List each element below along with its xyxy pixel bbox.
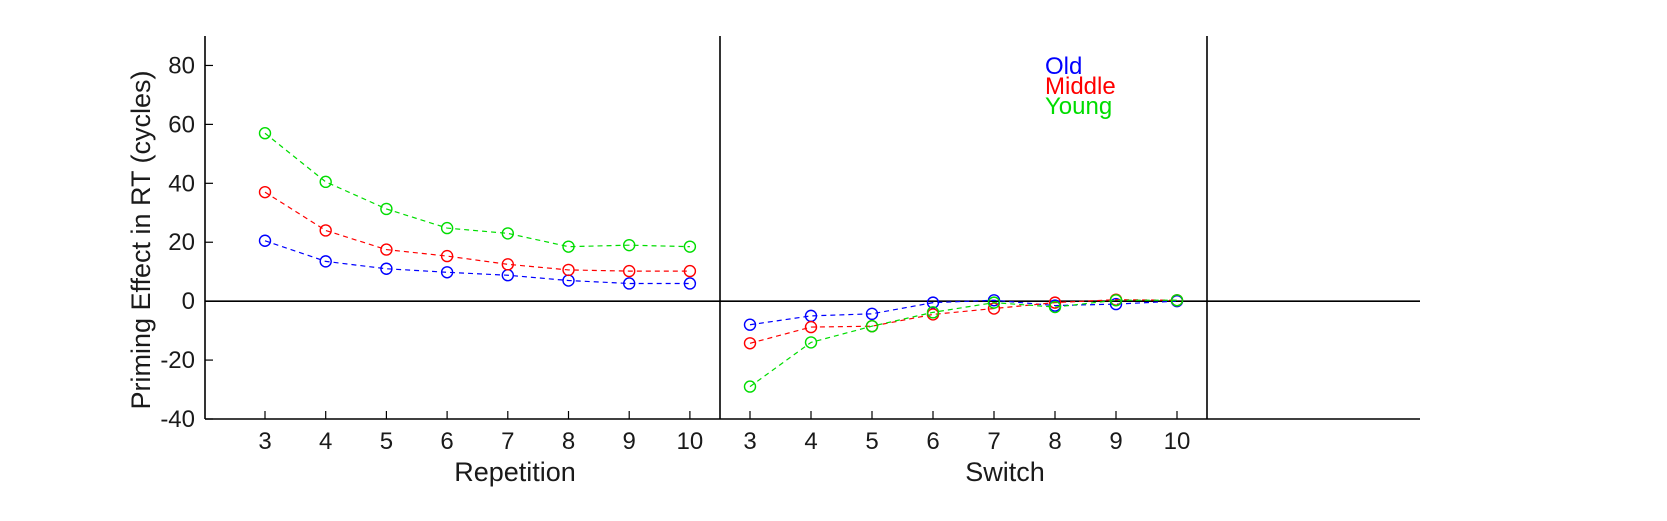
data-point-old [743,318,757,331]
x-tick-label: 6 [926,428,939,455]
y-tick-label: 40 [168,170,195,197]
data-point-young [804,336,818,349]
y-tick-label: 20 [168,229,195,256]
x-tick-label: 9 [623,428,636,455]
y-tick-label: 0 [182,288,195,315]
y-axis-title: Priming Effect in RT (cycles) [126,70,156,409]
x-tick-label: 8 [562,428,575,455]
data-point-young [865,319,879,333]
labels-layer: Priming Effect in RT (cycles) Repetition… [126,70,1045,487]
y-tick-label: -40 [160,406,195,433]
legend-label-old: Old [1045,53,1082,80]
data-point-middle [1048,296,1062,309]
axes-layer: -40 -20 0 20 40 60 80 3 4 5 6 7 8 9 10 3 4 5 6 7 8 9 10 [160,36,1420,455]
data-point-young [440,221,454,235]
data-point-old [319,255,332,268]
data-point-old [440,266,454,279]
data-point-middle [804,320,818,334]
data-point-young [1048,300,1062,314]
y-tick-label: 60 [168,111,195,138]
data-point-young [258,127,272,140]
x-tick-label: 9 [1109,428,1122,455]
x-tick-label: 3 [743,428,756,455]
data-point-old [926,296,940,309]
data-point-young [743,380,757,393]
x-tick-label: 10 [677,428,704,455]
x-tick-label: 4 [319,428,332,455]
x-tick-label: 8 [1048,428,1061,455]
x-tick-label: 6 [440,428,453,455]
data-point-old [1109,297,1123,311]
data-point-young [987,296,1001,309]
legend: Old Middle Young [1045,53,1116,120]
series-line-old-repetition [264,240,690,285]
x-tick-label: 4 [804,428,817,455]
data-point-middle [440,249,454,263]
y-tick-label: -20 [160,347,195,374]
series-line-young-switch [749,299,1177,388]
data-point-young [562,240,575,253]
series-line-middle-repetition [264,191,690,272]
series-layer [258,127,1184,393]
data-point-middle [501,258,514,271]
x-axis-title-repetition: Repetition [454,457,576,487]
x-tick-label: 5 [380,428,393,455]
x-tick-label: 5 [865,428,878,455]
legend-label-young: Young [1045,93,1112,120]
data-point-young [623,238,636,252]
data-point-old [623,277,636,290]
data-point-middle [562,263,575,277]
x-tick-label: 3 [258,428,271,455]
data-point-middle [380,243,393,256]
x-tick-label: 7 [987,428,1000,455]
data-point-middle [623,264,636,278]
data-point-middle [743,337,757,350]
data-point-old [683,277,697,290]
data-point-middle [319,224,332,237]
data-point-middle [683,264,697,278]
data-point-middle [258,185,272,199]
data-point-young [1109,294,1123,307]
data-point-young [380,202,393,216]
x-tick-label: 7 [501,428,514,455]
data-point-young [319,175,332,189]
legend-label-middle: Middle [1045,73,1116,100]
y-tick-label: 80 [168,52,195,79]
x-tick-label: 10 [1164,428,1191,455]
data-point-old [258,234,272,247]
data-point-young [1170,294,1184,307]
series-line-young-repetition [264,132,690,248]
data-point-old [380,262,393,275]
data-point-old [865,307,879,321]
x-axis-title-switch: Switch [965,457,1045,487]
data-point-young [683,240,697,253]
data-point-young [501,227,514,240]
series-line-middle-switch [749,299,1178,344]
data-point-young [926,306,940,319]
